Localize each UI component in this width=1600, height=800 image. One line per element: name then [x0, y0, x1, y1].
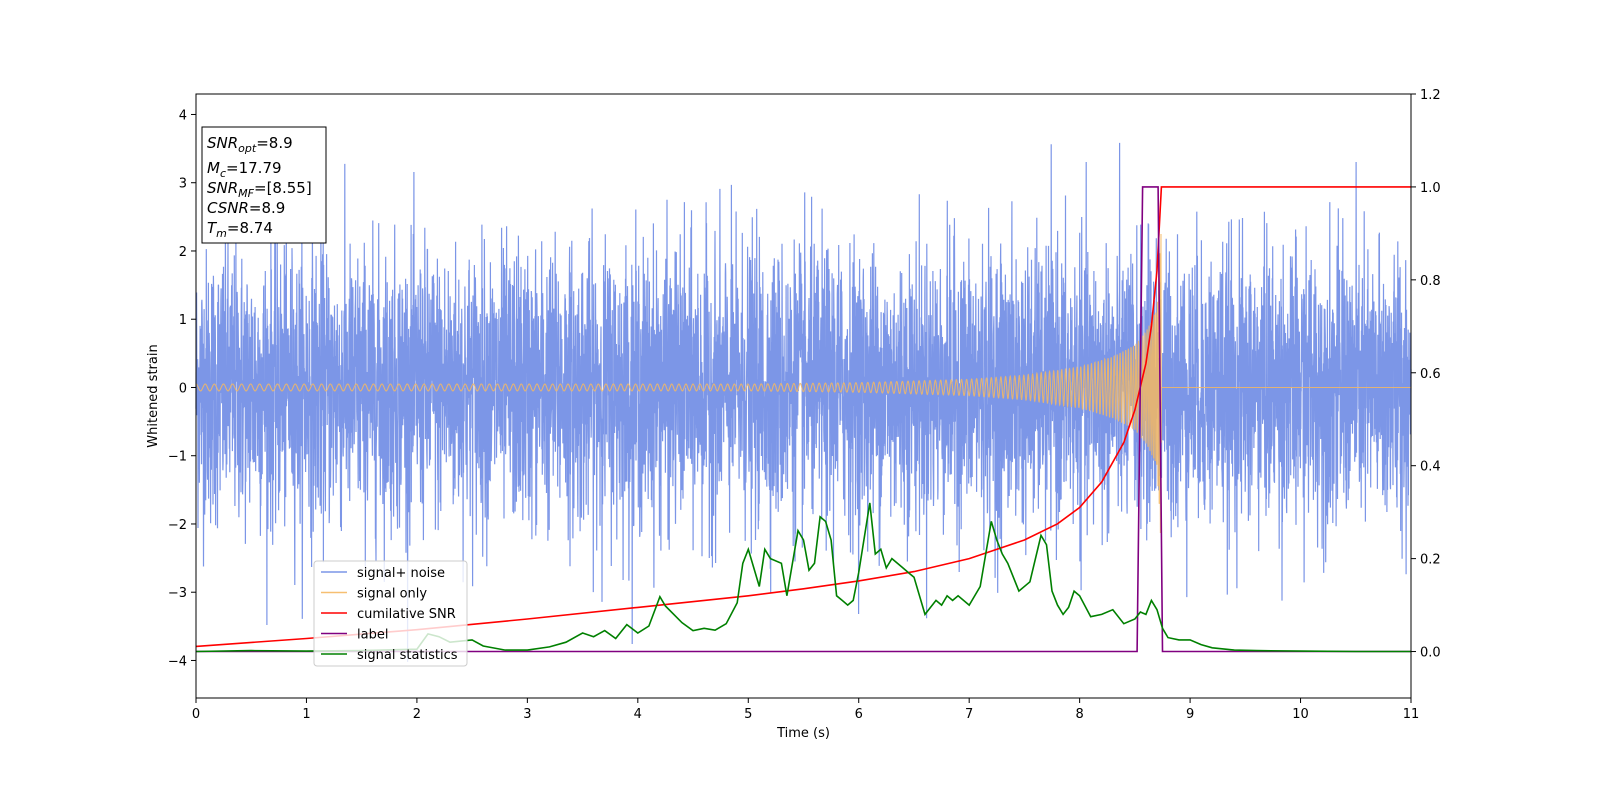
y-axis-right: 1.2 1.0 0.8 0.6 0.4 0.2 0.0: [1411, 88, 1441, 661]
x-axis-label: Time (s): [776, 726, 830, 741]
y-tick-label: −4: [168, 654, 187, 669]
signal-noise-series: [195, 142, 1412, 662]
y-right-tick-label: 0.4: [1420, 460, 1441, 475]
noise-trace: [195, 142, 1412, 662]
legend-label: signal only: [357, 587, 427, 602]
x-axis: 0 1 2 3 4 5 6 7 8 9 10 11: [192, 698, 1419, 722]
y-right-tick-label: 0.6: [1420, 367, 1441, 382]
y-right-tick-label: 1.2: [1420, 88, 1441, 103]
y-tick-label: 0: [179, 381, 187, 396]
info-line: SNRMF=[8.55]: [207, 179, 312, 200]
info-line: SNRopt=8.9: [207, 134, 293, 155]
y-right-tick-label: 1.0: [1420, 181, 1441, 196]
y-right-tick-label: 0.8: [1420, 274, 1441, 289]
x-tick-label: 9: [1186, 707, 1194, 722]
y-tick-label: −1: [168, 450, 187, 465]
y-tick-label: 3: [179, 177, 187, 192]
x-tick-label: 4: [634, 707, 642, 722]
y-tick-label: −2: [168, 518, 187, 533]
legend-label: label: [357, 628, 388, 643]
x-tick-label: 8: [1075, 707, 1083, 722]
x-tick-label: 1: [302, 707, 310, 722]
y-right-tick-label: 0.2: [1420, 553, 1441, 568]
label-line: [196, 186, 1411, 653]
x-tick-label: 0: [192, 707, 200, 722]
info-line: CSNR=8.9: [207, 199, 285, 217]
chirp-trace: [195, 233, 1411, 534]
x-tick-label: 7: [965, 707, 973, 722]
legend-frame: [313, 560, 468, 667]
info-box-frame: [201, 126, 327, 244]
y-axis-left: 4 3 2 1 0 −1 −2 −3 −4: [168, 108, 196, 669]
y-tick-label: 2: [179, 245, 187, 260]
x-tick-label: 3: [523, 707, 531, 722]
legend-label: signal statistics: [357, 648, 458, 663]
y-axis-label: Whitened strain: [146, 344, 161, 447]
y-tick-label: 1: [179, 313, 187, 328]
x-tick-label: 5: [744, 707, 752, 722]
legend: signal+ noise signal only cumilative SNR la…: [313, 560, 468, 667]
y-tick-label: 4: [179, 108, 187, 123]
signal-only-series: [195, 233, 1411, 534]
info-line: Tm=8.74: [207, 219, 273, 240]
plot-frame: [195, 93, 1412, 699]
x-tick-label: 11: [1403, 707, 1420, 722]
y-right-tick-label: 0.0: [1420, 646, 1441, 661]
x-tick-label: 10: [1292, 707, 1309, 722]
x-tick-label: 2: [413, 707, 421, 722]
y-tick-label: −3: [168, 586, 187, 601]
info-line: Mc=17.79: [207, 159, 282, 180]
legend-label: cumilative SNR: [357, 607, 456, 622]
cumulative-snr-line: [195, 186, 1411, 648]
legend-label: signal+ noise: [357, 566, 445, 581]
x-tick-label: 6: [855, 707, 863, 722]
signal-statistics-line: [195, 502, 1411, 653]
